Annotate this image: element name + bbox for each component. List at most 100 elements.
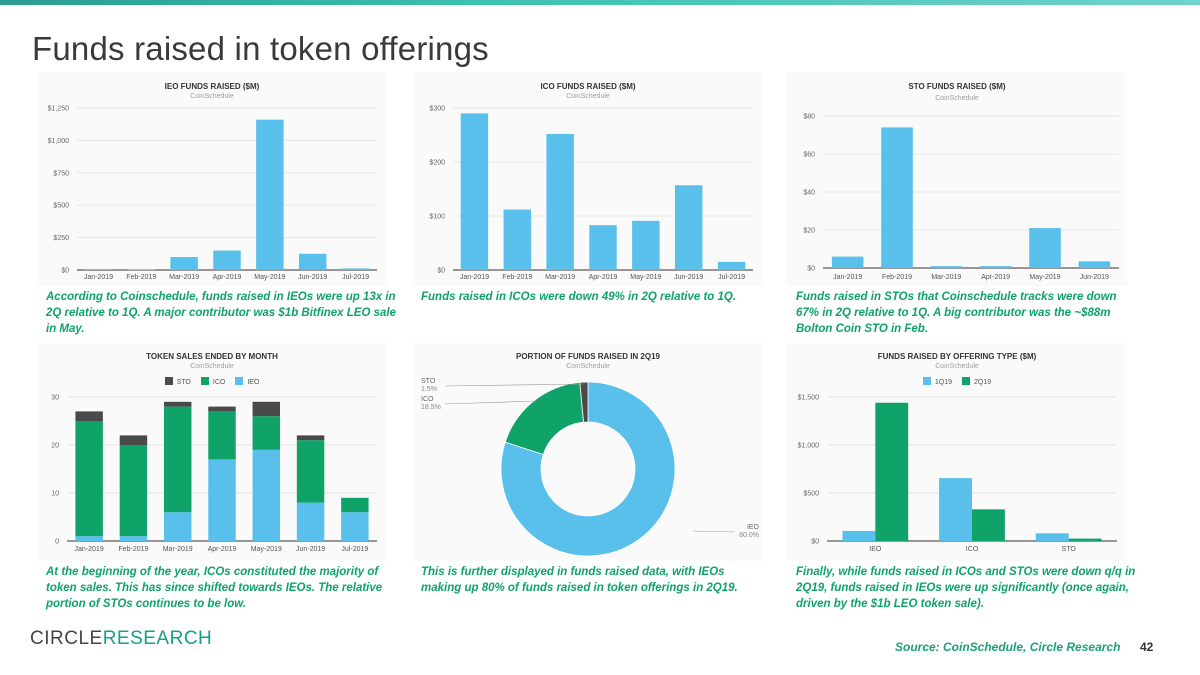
type-note: Finally, while funds raised in ICOs and … (796, 566, 1136, 610)
x-tick-label: STO (1062, 546, 1077, 553)
bar-ico (119, 445, 148, 537)
leader-line (692, 530, 736, 533)
chart-subtitle: CoinSchedule (190, 93, 234, 100)
chart-subtitle: CoinSchedule (935, 363, 979, 370)
bar-ieo (119, 536, 148, 541)
bar-ieo (252, 449, 281, 541)
chart-subtitle: CoinSchedule (190, 363, 234, 370)
y-tick-label: $100 (429, 214, 445, 221)
legend-label: STO (176, 379, 191, 386)
chart-title: FUNDS RAISED BY OFFERING TYPE ($M) (877, 352, 1037, 361)
y-tick-label: $0 (807, 266, 815, 273)
bar (589, 225, 617, 270)
y-tick-label: 10 (51, 491, 59, 498)
y-tick-label: $40 (803, 190, 815, 197)
chart-subtitle: CoinSchedule (566, 93, 610, 100)
y-tick-label: $750 (53, 170, 69, 177)
circle-research-logo: CIRCLERESEARCH (30, 628, 212, 650)
legend-swatch (235, 377, 244, 385)
y-tick-label: $0 (811, 539, 819, 546)
bar-ico (75, 421, 103, 537)
bar-ico (296, 440, 325, 503)
slice-sto (579, 381, 589, 423)
token-sales-stacked-chart: 0 10 20 30 Jan-2019 Feb-2019 Mar-2019 Apr-2019 M… (51, 395, 377, 553)
bar-sto (163, 401, 192, 407)
bar (546, 133, 574, 270)
legend-label: IEO (247, 379, 260, 386)
chart-legend: 1Q19 2Q19 (787, 377, 1127, 386)
slice-name-label: STO (421, 378, 436, 385)
x-tick-label: IEO (869, 546, 882, 553)
offering-type-chart-panel: FUNDS RAISED BY OFFERING TYPE ($M) CoinS… (787, 343, 1127, 561)
x-tick-label: Apr-2019 (981, 274, 1010, 281)
bar-sto (296, 435, 325, 441)
bar (341, 268, 370, 270)
sto-note: Funds raised in STOs that Coinschedule t… (796, 291, 1117, 335)
bar (831, 256, 864, 268)
bar-sto (119, 435, 148, 445)
y-tick-label: $500 (53, 203, 69, 210)
x-tick-label: ICO (966, 546, 979, 553)
bar-ieo (296, 502, 325, 541)
bar (632, 220, 660, 270)
y-tick-label: $1,000 (798, 443, 820, 450)
chart-title: TOKEN SALES ENDED BY MONTH (146, 352, 278, 361)
bar-1q19 (1035, 533, 1069, 541)
x-tick-label: Mar-2019 (545, 274, 575, 281)
y-tick-label: $200 (429, 160, 445, 167)
bar-1q19 (842, 530, 876, 541)
x-tick-label: Jun-2019 (298, 274, 327, 281)
y-tick-label: 30 (51, 395, 59, 402)
y-tick-label: $1,250 (48, 106, 70, 113)
y-tick-label: $500 (803, 491, 819, 498)
bar (1029, 228, 1061, 268)
x-tick-label: Jun-2019 (674, 274, 703, 281)
chart-title: ICO FUNDS RAISED ($M) (540, 82, 636, 91)
x-tick-label: Jan-2019 (833, 274, 862, 281)
ico-chart-panel: ICO FUNDS RAISED ($M) CoinSchedule $0 $10… (413, 72, 763, 286)
ieo-chart-panel: IEO FUNDS RAISED ($M) CoinSchedule $0 $25… (37, 72, 387, 286)
bar (1078, 261, 1111, 268)
x-tick-label: Jul-2019 (718, 274, 745, 281)
bar (675, 185, 703, 270)
bar-ico (252, 416, 281, 450)
portion-note: This is further displayed in funds raise… (421, 566, 738, 594)
bar (979, 266, 1012, 268)
token-sales-chart-panel: TOKEN SALES ENDED BY MONTH CoinSchedule … (37, 343, 387, 561)
x-tick-label: Feb-2019 (126, 274, 156, 281)
bar (503, 209, 531, 270)
bar-2q19 (875, 402, 909, 541)
logo-part1: CIRCLE (30, 628, 103, 649)
slice-name-label: IEO (747, 524, 760, 531)
slice-name-label: ICO (421, 396, 434, 403)
sto-bar-chart: $0 $20 $40 $60 $80 Jan-2019 Feb-2019 Mar-2019 Ap… (803, 114, 1119, 281)
legend-swatch (962, 377, 970, 385)
x-tick-label: Jul-2019 (342, 274, 369, 281)
bar-ieo (75, 536, 103, 541)
y-tick-label: $20 (803, 228, 815, 235)
bar-ico (163, 406, 192, 513)
ieo-bar-chart: $0 $250 $500 $750 $1,000 $1,250 Jan-2019 Feb-20… (48, 106, 377, 281)
ieo-note: According to Coinschedule, funds raised … (46, 291, 396, 335)
slice-percent-label: 80.0% (739, 532, 759, 539)
ico-note: Funds raised in ICOs were down 49% in 2Q… (421, 291, 737, 303)
y-tick-label: $1,500 (798, 395, 820, 402)
portion-chart-panel: PORTION OF FUNDS RAISED IN 2Q19 CoinSche… (413, 343, 763, 561)
sto-chart-panel: STO FUNDS RAISED ($M) CoinSchedule $0 $20… (787, 72, 1127, 286)
legend-item: STO (164, 377, 191, 386)
bar-ieo (341, 512, 369, 541)
chart-subtitle: CoinSchedule (566, 363, 610, 370)
legend-swatch (200, 377, 209, 385)
bar (930, 266, 963, 268)
x-tick-label: Jun-2019 (1080, 274, 1109, 281)
x-tick-label: Mar-2019 (169, 274, 199, 281)
slice-ico (504, 381, 585, 455)
x-tick-label: Apr-2019 (213, 274, 242, 281)
sales-note: At the beginning of the year, ICOs const… (46, 566, 383, 610)
legend-item: IEO (235, 377, 259, 386)
legend-swatch (164, 377, 173, 385)
y-tick-label: $60 (803, 152, 815, 159)
leader-line (444, 383, 586, 387)
offering-type-bar-chart: $0 $500 $1,000 $1,500 IEO ICO STO (798, 395, 1117, 553)
